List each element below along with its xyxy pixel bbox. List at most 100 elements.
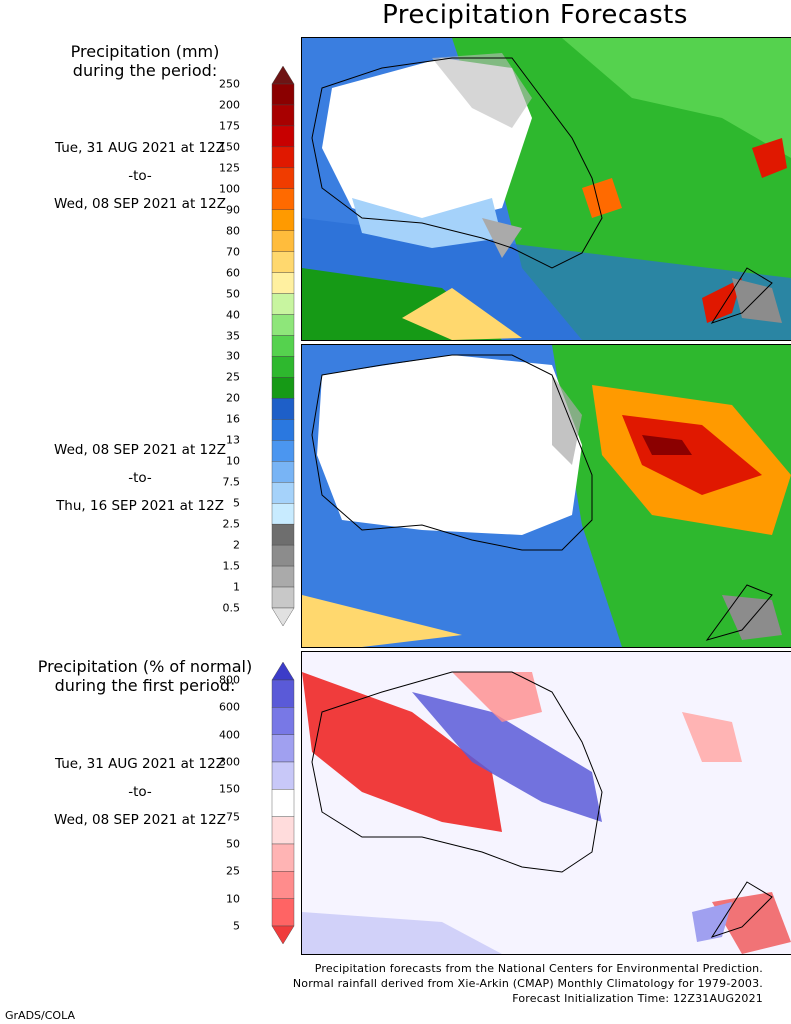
colorbar-tick-label: 50 <box>226 287 240 301</box>
period2-end: Thu, 16 SEP 2021 at 12Z <box>56 498 224 514</box>
colorbar-swatch <box>271 544 295 567</box>
colorbar-swatch <box>271 293 295 315</box>
colorbar-swatch <box>271 503 295 525</box>
footer-line1: Precipitation forecasts from the Nationa… <box>314 962 763 975</box>
colorbar-swatch <box>271 188 295 210</box>
colorbar-tick-label: 250 <box>219 77 240 91</box>
colorbar-tick-label: 400 <box>219 728 240 742</box>
precip-mm-heading-line1: Precipitation (mm) <box>70 42 220 61</box>
colorbar-swatch <box>271 314 295 336</box>
period3-end: Wed, 08 SEP 2021 at 12Z <box>54 812 226 828</box>
period3-sep: -to- <box>128 784 152 800</box>
period1-end: Wed, 08 SEP 2021 at 12Z <box>54 196 226 212</box>
colorbar-tick-label: 80 <box>226 224 240 238</box>
colorbar-tick-label: 13 <box>226 433 240 447</box>
precip-map-period2 <box>301 344 791 648</box>
colorbar-tick-label: 35 <box>226 329 240 343</box>
colorbar-tick-label: 0.5 <box>222 601 241 615</box>
colorbar-tick-label: 175 <box>219 119 240 133</box>
colorbar-tick-label: 75 <box>226 810 240 824</box>
precip-mm-heading: Precipitation (mm) during the period: <box>0 42 290 80</box>
colorbar-swatch <box>271 335 295 357</box>
colorbar-swatch <box>271 734 295 763</box>
precip-pct-map-period1 <box>301 651 791 955</box>
colorbar-swatch <box>271 816 295 845</box>
colorbar-swatch <box>271 230 295 252</box>
colorbar-tick-label: 1.5 <box>222 559 241 573</box>
colorbar-swatch <box>271 871 295 899</box>
period3-start: Tue, 31 AUG 2021 at 12Z <box>55 756 225 772</box>
precip-pct-heading-line2: during the first period: <box>54 676 236 695</box>
colorbar-tick-label: 10 <box>226 892 240 906</box>
colorbar-tick-label: 90 <box>226 203 240 217</box>
footer-line2: Normal rainfall derived from Xie-Arkin (… <box>292 977 763 990</box>
colorbar-tick-label: 30 <box>226 349 240 363</box>
colorbar-tick-label: 800 <box>219 673 240 687</box>
colorbar-tick-label: 60 <box>226 266 240 280</box>
colorbar-tick-label: 7.5 <box>222 475 241 489</box>
colorbar-tick-label: 2 <box>233 538 240 552</box>
precip-map-period1 <box>301 37 791 341</box>
colorbar-swatch <box>271 419 295 441</box>
precip-mm-colorbar <box>271 66 295 626</box>
colorbar-swatch <box>271 523 295 546</box>
colorbar-tick-label: 5 <box>233 496 240 510</box>
period2-sep: -to- <box>128 470 152 486</box>
colorbar-tick-label: 5 <box>233 919 240 933</box>
colorbar-tick-label: 100 <box>219 182 240 196</box>
colorbar-swatch <box>271 789 295 817</box>
colorbar-swatch <box>271 679 295 708</box>
colorbar-swatch <box>271 565 295 588</box>
page-title: Precipitation Forecasts <box>382 0 688 30</box>
colorbar-tick-label: 40 <box>226 308 240 322</box>
period2-start: Wed, 08 SEP 2021 at 12Z <box>54 442 226 458</box>
colorbar-tick-label: 25 <box>226 370 240 384</box>
colorbar-swatch <box>271 440 295 462</box>
colorbar-swatch <box>271 898 295 927</box>
precip-pct-colorbar <box>271 662 295 944</box>
colorbar-swatch <box>271 707 295 735</box>
colorbar-swatch <box>271 398 295 420</box>
colorbar-swatch <box>271 662 295 681</box>
colorbar-swatch <box>271 83 295 106</box>
colorbar-swatch <box>271 586 295 609</box>
colorbar-swatch <box>271 461 295 483</box>
data-source-footer: Precipitation forecasts from the Nationa… <box>293 961 763 1006</box>
colorbar-tick-label: 50 <box>226 837 240 851</box>
colorbar-tick-label: 600 <box>219 700 240 714</box>
colorbar-swatch <box>271 125 295 148</box>
period1-sep: -to- <box>128 168 152 184</box>
colorbar-swatch <box>271 607 295 626</box>
period1-start: Tue, 31 AUG 2021 at 12Z <box>55 140 225 156</box>
colorbar-tick-label: 300 <box>219 755 240 769</box>
colorbar-tick-label: 16 <box>226 412 240 426</box>
colorbar-swatch <box>271 356 295 378</box>
colorbar-swatch <box>271 146 295 169</box>
colorbar-tick-label: 1 <box>233 580 240 594</box>
colorbar-tick-label: 10 <box>226 454 240 468</box>
colorbar-swatch <box>271 66 295 85</box>
precip-pct-heading: Precipitation (% of normal) during the f… <box>0 657 290 695</box>
colorbar-swatch <box>271 251 295 273</box>
precip-pct-heading-line1: Precipitation (% of normal) <box>37 657 253 676</box>
colorbar-swatch <box>271 272 295 294</box>
grads-credit: GrADS/COLA <box>5 1009 75 1022</box>
colorbar-tick-label: 70 <box>226 245 240 259</box>
colorbar-tick-label: 2.5 <box>222 517 241 531</box>
colorbar-swatch <box>271 209 295 231</box>
colorbar-swatch <box>271 377 295 399</box>
colorbar-swatch <box>271 167 295 189</box>
colorbar-tick-label: 125 <box>219 161 240 175</box>
colorbar-swatch <box>271 843 295 872</box>
colorbar-swatch <box>271 104 295 127</box>
colorbar-swatch <box>271 925 295 944</box>
colorbar-swatch <box>271 761 295 790</box>
colorbar-tick-label: 25 <box>226 864 240 878</box>
colorbar-tick-label: 200 <box>219 98 240 112</box>
precip-mm-heading-line2: during the period: <box>72 61 218 80</box>
footer-line3: Forecast Initialization Time: 12Z31AUG20… <box>512 992 763 1005</box>
colorbar-tick-label: 150 <box>219 140 240 154</box>
colorbar-tick-label: 20 <box>226 391 240 405</box>
colorbar-tick-label: 150 <box>219 782 240 796</box>
colorbar-swatch <box>271 482 295 504</box>
